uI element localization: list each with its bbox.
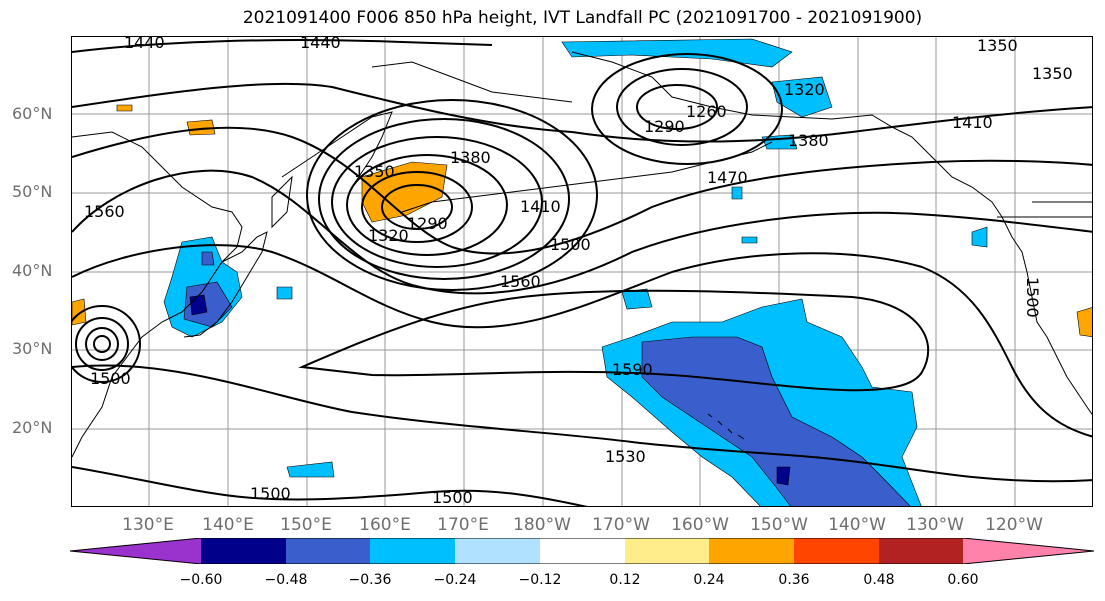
colorbar-segment [794,538,879,564]
graticule [72,37,1092,506]
lon-label-140e: 140°E [202,515,254,535]
colorbar-segment [625,538,709,564]
lat-label-50n: 50°N [12,182,53,201]
colorbar-tick-label: 0.12 [609,572,641,588]
contour-label: 1500 [1023,277,1042,318]
colorbar-segment [70,538,201,564]
colorbar-segment [879,538,963,564]
contour-1560 [72,244,1092,438]
contour-1290-bering [616,68,748,146]
colorbar-tick-label: 0.24 [693,572,725,588]
contour-label: 1560 [500,272,541,291]
contour-1320-bering [591,53,783,165]
contour-label: 1380 [450,148,491,167]
typhoon-ring-2 [85,327,119,361]
colorbar-segment [455,538,540,564]
contour-label: 1410 [520,197,561,216]
colorbar-segment [709,538,794,564]
contour-label: 1440 [124,37,165,52]
colorbar-tick-label: −0.60 [179,572,223,588]
lon-label-160w: 160°W [671,515,729,535]
contour-label: 1320 [368,226,409,245]
map-canvas: 1440 1440 1350 1350 1320 1290 1260 1380 … [72,37,1092,507]
lon-label-180w: 180°W [513,515,571,535]
contour-1410-ring [318,118,570,280]
lon-label-140w: 140°W [828,515,886,535]
lon-label-160e: 160°E [359,515,411,535]
contour-1380-ring [331,136,543,268]
typhoon-ring-4 [72,305,141,383]
contour-1590 [298,289,930,392]
colorbar-outline [70,538,1095,564]
contour-1500 [72,169,1092,295]
contour-label: 1290 [407,214,448,233]
lat-label-60n: 60°N [12,104,53,123]
contour-label: 1350 [1032,64,1073,83]
height-contours [72,39,1092,506]
colorbar-tick-label: 0.48 [863,572,895,588]
contour-label: 1590 [612,360,653,379]
colorbar-segment [963,538,1094,564]
map-panel: 1440 1440 1350 1350 1320 1290 1260 1380 … [71,36,1093,507]
contour-label: 1410 [952,113,993,132]
contour-label: 1350 [977,37,1018,55]
colorbar [70,538,1095,564]
contour-1260-ring [636,84,718,130]
contour-label: 1500 [250,484,291,503]
lon-label-130w: 130°W [906,515,964,535]
contour-label: 1500 [90,369,131,388]
lat-label-40n: 40°N [12,261,53,280]
contour-1290-ring [381,184,453,230]
lat-label-20n: 20°N [12,418,53,437]
contour-1320-ring [361,171,473,243]
map-title: 2021091400 F006 850 hPa height, IVT Land… [242,8,923,28]
colorbar-segment [286,538,370,564]
contour-label: 1560 [84,202,125,221]
contour-1350-ring [346,154,508,256]
contour-label: 1380 [788,131,829,150]
colorbar-tick-label: −0.36 [348,572,392,588]
lon-label-120w: 120°W [985,515,1043,535]
contour-label: 1470 [707,168,748,187]
contour-label: 1290 [644,117,685,136]
contour-1440-ring [306,99,598,291]
contour-labels: 1440 1440 1350 1350 1320 1290 1260 1380 … [84,37,1073,507]
contour-1410 [72,82,1092,143]
colorbar-tick-label: −0.24 [433,572,477,588]
typhoon-ring-3 [75,317,129,371]
colorbar-tick-label: −0.12 [518,572,562,588]
contour-label: 1260 [686,102,727,121]
lon-label-170e: 170°E [437,515,489,535]
colorbar-segment [540,538,625,564]
lon-label-150w: 150°W [750,515,808,535]
lon-label-130e: 130°E [122,515,174,535]
colorbar-segment [370,538,455,564]
colorbar-tick-label: 0.36 [778,572,810,588]
contour-label: 1440 [300,37,341,52]
contour-1470 [72,126,1092,255]
typhoon-ring-1 [93,335,111,353]
colorbar-tick-label: −0.48 [264,572,308,588]
lon-label-150e: 150°E [280,515,332,535]
contour-label: 1350 [354,162,395,181]
contour-label: 1320 [784,80,825,99]
contour-1530 [72,364,1092,483]
lat-label-30n: 30°N [12,339,53,358]
lon-label-170w: 170°W [592,515,650,535]
contour-1500-south [72,466,588,506]
colorbar-segment [201,538,286,564]
contour-1440 [72,39,493,53]
coastlines [72,51,1092,458]
contour-label: 1530 [605,447,646,466]
contour-label: 1500 [432,488,473,507]
contour-label: 1500 [550,235,591,254]
colorbar-tick-label: 0.60 [947,572,979,588]
